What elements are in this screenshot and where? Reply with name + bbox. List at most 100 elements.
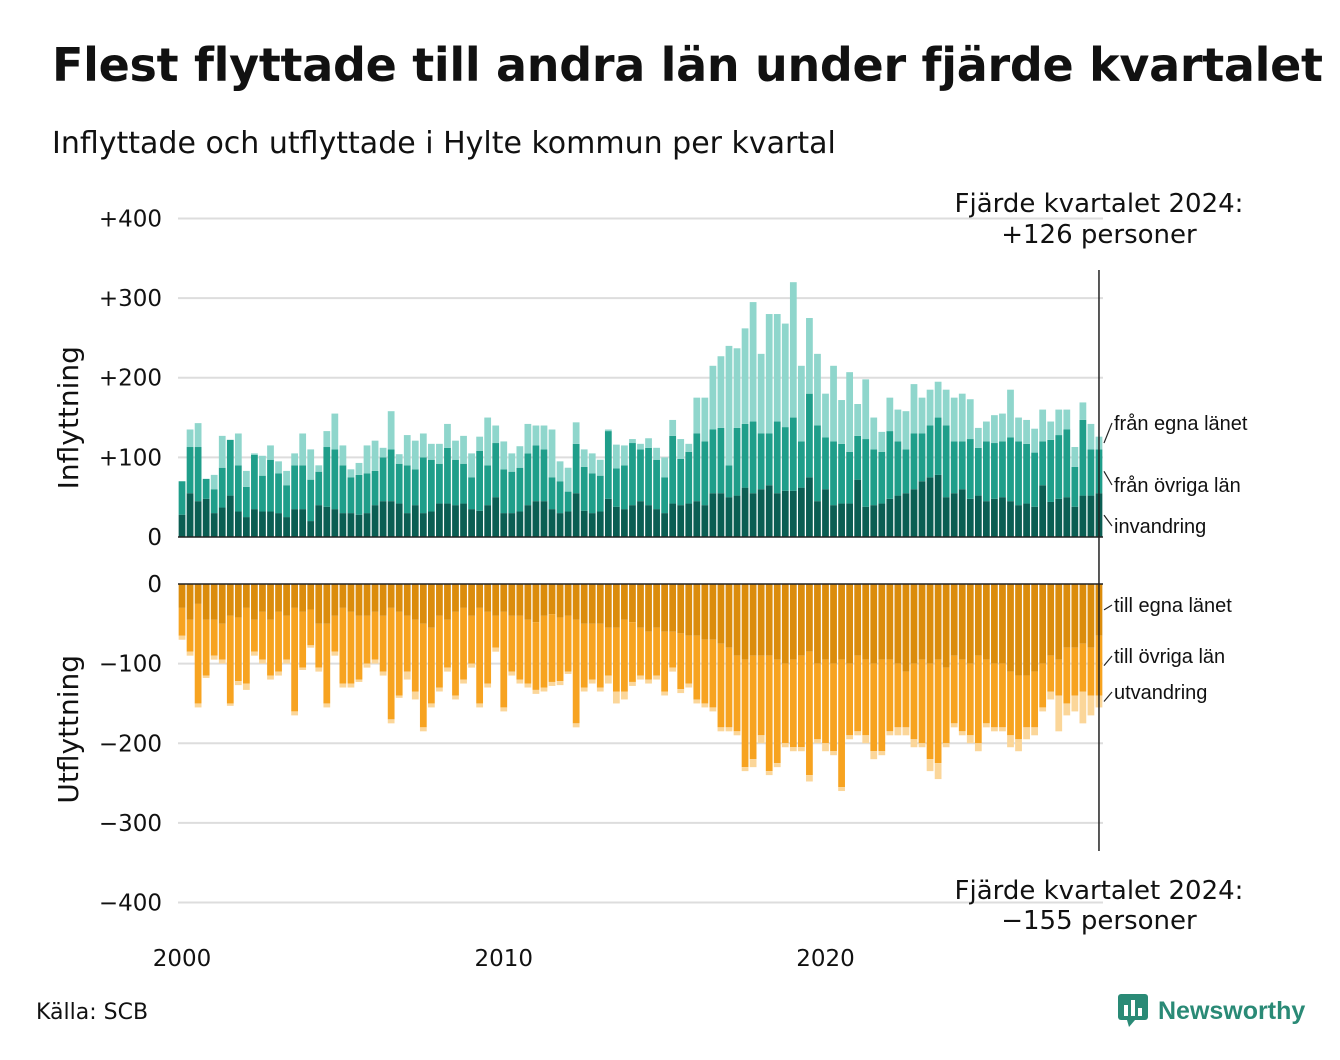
bar-in <box>210 513 218 537</box>
bar-in <box>781 427 789 491</box>
bar-out <box>532 689 540 694</box>
bar-out <box>572 619 580 724</box>
bar-out <box>242 584 250 608</box>
bar-out <box>202 619 210 676</box>
bar-in <box>299 465 307 510</box>
bar-out <box>484 683 492 688</box>
bar-out <box>693 584 701 636</box>
bar-out <box>733 655 741 732</box>
bar-out <box>725 727 733 732</box>
bar-in <box>436 503 443 537</box>
bar-out <box>508 615 516 672</box>
bar-out <box>267 619 274 676</box>
legend-leader <box>1103 691 1113 702</box>
bar-out <box>894 663 902 728</box>
bar-out <box>1039 584 1047 664</box>
bar-in <box>1007 501 1014 537</box>
bar-out <box>427 584 435 628</box>
y-tick-label: +200 <box>99 366 162 392</box>
bar-out <box>781 584 789 664</box>
bar-out <box>765 771 773 776</box>
bar-out <box>918 659 926 744</box>
bar-in <box>436 443 443 464</box>
bar-in <box>773 493 781 537</box>
bar-in <box>419 433 427 458</box>
bar-in <box>379 447 387 458</box>
bar-in <box>532 501 540 537</box>
bar-in <box>476 510 484 537</box>
bar-out <box>540 687 548 692</box>
bar-out <box>323 703 331 708</box>
bar-out <box>814 739 821 744</box>
bar-in <box>363 513 371 537</box>
bar-out <box>210 619 218 656</box>
bar-out <box>604 675 612 684</box>
brand-name: Newsworthy <box>1158 996 1306 1025</box>
bar-in <box>974 447 982 496</box>
bar-out <box>974 655 982 744</box>
bar-out <box>291 607 299 712</box>
bar-out <box>1047 655 1055 692</box>
bar-in <box>669 503 677 537</box>
bar-out <box>411 619 419 692</box>
bar-out <box>492 647 500 652</box>
bar-out <box>436 615 443 688</box>
bar-in <box>460 463 467 504</box>
y-axis-title: Utflyttning <box>52 655 85 804</box>
bar-in <box>878 451 886 504</box>
series-label-in: från övriga län <box>1114 475 1241 497</box>
bar-in <box>500 513 508 537</box>
bar-out <box>444 619 451 668</box>
bar-in <box>242 470 250 487</box>
bar-out <box>355 615 363 680</box>
bar-out <box>1007 671 1014 736</box>
brand-logo[interactable]: Newsworthy <box>1118 994 1305 1028</box>
bar-out <box>379 584 387 616</box>
bar-out <box>1079 584 1087 644</box>
bar-in <box>661 477 669 514</box>
bar-in <box>629 443 636 506</box>
bar-out <box>347 611 355 684</box>
bar-out <box>749 655 757 760</box>
series-label-in: från egna länet <box>1114 413 1248 435</box>
bar-out <box>452 584 459 612</box>
bar-in <box>532 445 540 502</box>
bar-out <box>580 687 588 692</box>
bar-in <box>789 282 797 418</box>
bar-out <box>419 623 427 728</box>
bar-in <box>1047 501 1055 537</box>
bar-out <box>966 584 974 664</box>
bar-in <box>484 417 492 466</box>
bar-in <box>693 501 701 537</box>
bar-out <box>717 584 725 644</box>
bar-in <box>733 495 741 537</box>
bar-out <box>1031 727 1039 736</box>
bar-in <box>878 431 886 452</box>
bar-out <box>765 655 773 772</box>
bar-in <box>347 513 355 537</box>
bar-out <box>283 584 290 616</box>
bar-in <box>814 425 821 502</box>
bar-in <box>259 455 266 476</box>
bar-in <box>942 497 950 537</box>
bar-in <box>202 478 210 499</box>
bar-in <box>419 513 427 537</box>
bar-out <box>870 751 878 760</box>
bar-out <box>685 683 693 688</box>
bar-in <box>870 449 878 506</box>
bar-out <box>942 584 950 668</box>
bar-in <box>556 513 564 537</box>
bar-in <box>307 479 315 522</box>
bar-out <box>1023 675 1030 728</box>
bar-out <box>307 645 315 648</box>
bar-in <box>1039 485 1047 537</box>
bar-in <box>838 443 845 504</box>
bar-in <box>991 498 998 537</box>
bar-out <box>781 743 789 748</box>
bar-out <box>894 727 902 736</box>
bar-in <box>838 400 845 444</box>
bar-out <box>379 671 387 676</box>
bar-in <box>902 411 910 450</box>
y-axis-title: Inflyttning <box>52 346 85 489</box>
bar-in <box>299 509 307 537</box>
